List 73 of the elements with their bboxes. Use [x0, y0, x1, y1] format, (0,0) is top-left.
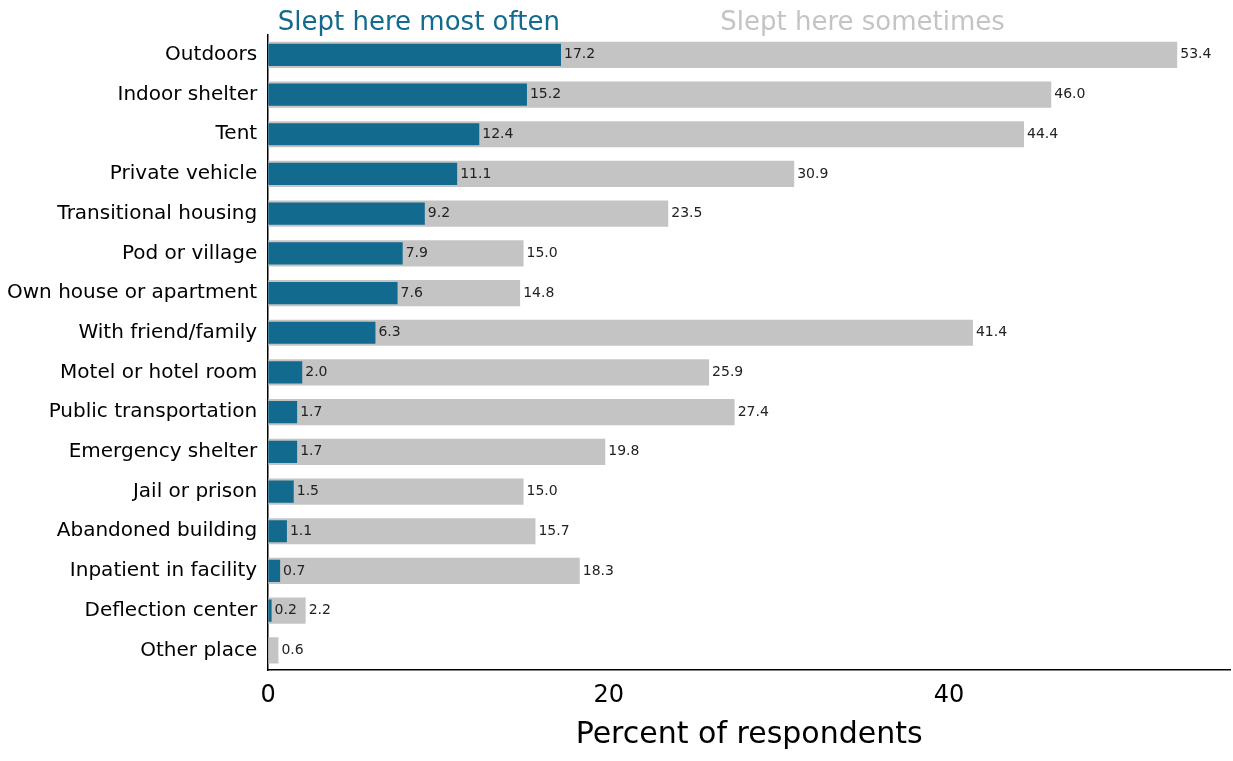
data-label: 15.0 [526, 243, 558, 260]
bar [268, 559, 281, 583]
y-tick-label: Public transportation [48, 398, 258, 423]
bar [268, 242, 403, 265]
bar [268, 478, 524, 505]
y-tick-label: Outdoors [165, 41, 258, 66]
bar [268, 520, 287, 543]
data-label: 15.2 [529, 85, 562, 102]
data-label: 27.4 [737, 402, 769, 419]
data-label: 15.0 [526, 482, 558, 499]
y-tick-label: Indoor shelter [117, 80, 258, 105]
data-label: 18.3 [582, 561, 614, 578]
data-label: 44.4 [1027, 124, 1059, 141]
x-axis-title: Percent of respondents [575, 714, 923, 750]
data-label: 7.9 [405, 243, 428, 260]
series-label: Slept here most often [277, 5, 560, 36]
data-label: 0.6 [281, 640, 304, 657]
data-label: 6.3 [378, 323, 401, 340]
data-label: 0.7 [283, 561, 306, 578]
data-label: 0.2 [274, 601, 297, 618]
data-label: 41.4 [975, 323, 1008, 340]
data-label: 19.8 [608, 442, 640, 459]
bar [268, 123, 480, 146]
data-label: 1.5 [296, 482, 319, 499]
bar [268, 202, 425, 225]
bar [268, 438, 606, 465]
bar [268, 359, 710, 386]
data-label: 1.7 [300, 442, 323, 459]
data-label: 46.0 [1054, 85, 1086, 102]
y-tick-label: Tent [214, 120, 258, 145]
data-label: 1.1 [289, 521, 313, 538]
data-label: 12.4 [482, 124, 514, 141]
bar [268, 43, 561, 66]
y-tick-label: Motel or hotel room [60, 358, 258, 383]
bar [268, 440, 298, 463]
x-tick-label: 0 [260, 679, 276, 708]
y-tick-label: Emergency shelter [68, 438, 258, 463]
y-tick-label: Pod or village [121, 239, 258, 264]
y-tick-label: Other place [140, 636, 258, 661]
bar [268, 518, 536, 545]
x-tick-label: 40 [933, 679, 965, 708]
series-label: Slept here sometimes [720, 5, 1005, 36]
y-tick-label: Own house or apartment [6, 279, 258, 304]
y-tick-label: Transitional housing [56, 199, 258, 224]
bar [268, 480, 294, 503]
data-label: 2.2 [308, 601, 331, 618]
data-label: 30.9 [797, 164, 829, 181]
bar [268, 557, 580, 585]
bar [268, 162, 458, 186]
y-tick-label: With friend/family [78, 318, 258, 343]
data-label: 2.0 [305, 363, 328, 380]
bar [268, 361, 303, 384]
data-label: 9.2 [427, 204, 451, 221]
x-tick-label: 20 [593, 679, 624, 708]
data-label: 23.5 [671, 204, 703, 221]
data-label: 7.6 [400, 283, 423, 300]
bar [268, 83, 527, 106]
data-label: 11.1 [460, 164, 492, 181]
data-label: 53.4 [1180, 45, 1212, 62]
data-label: 17.2 [563, 45, 596, 62]
data-label: 14.8 [523, 283, 555, 300]
data-label: 1.7 [300, 402, 323, 419]
bar [268, 321, 376, 344]
y-tick-label: Abandoned building [56, 517, 258, 542]
data-label: 15.7 [538, 521, 570, 538]
y-tick-label: Inpatient in facility [69, 557, 258, 582]
y-tick-label: Jail or prison [130, 477, 258, 502]
data-label: 25.9 [712, 363, 744, 380]
bar [268, 399, 735, 426]
bar [268, 281, 398, 305]
bar [268, 401, 298, 424]
y-tick-label: Deflection center [84, 596, 258, 621]
y-tick-label: Private vehicle [109, 160, 258, 185]
